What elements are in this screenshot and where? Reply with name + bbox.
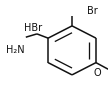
Text: HBr: HBr bbox=[24, 23, 42, 33]
Text: H₂N: H₂N bbox=[6, 45, 24, 55]
Text: O: O bbox=[94, 68, 101, 78]
Text: Br: Br bbox=[87, 6, 98, 16]
